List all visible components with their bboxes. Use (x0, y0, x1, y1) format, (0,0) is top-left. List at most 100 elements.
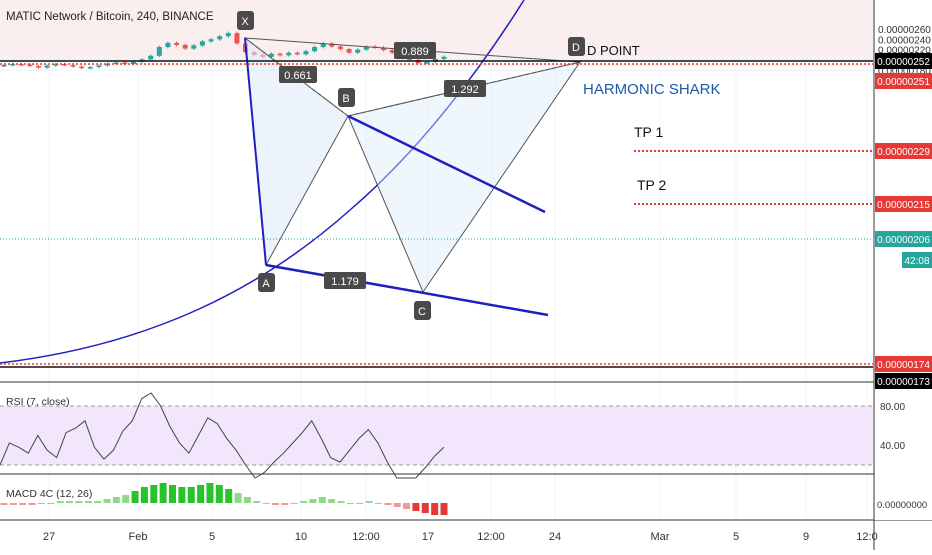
macd-bar (37, 503, 45, 504)
trendline-lower (265, 263, 549, 317)
candle-body (225, 33, 231, 37)
price-tick: 0.00000260 (878, 25, 931, 36)
candle-body (268, 53, 274, 57)
point-c-label: C (418, 306, 426, 318)
point-c-marker[interactable]: C (414, 301, 431, 320)
macd-bar (19, 503, 27, 505)
candle-body (303, 51, 309, 55)
rsi-band (0, 406, 873, 465)
parabolic-curve (0, 0, 525, 364)
macd-bar (94, 501, 102, 503)
trendline-xa (244, 37, 267, 266)
macd-bar (393, 503, 401, 507)
price-label-text: 0.00000215 (877, 200, 930, 211)
chart-title: MATIC Network / Bitcoin, 240, BINANCE (6, 11, 214, 23)
time-label: 10 (295, 531, 307, 543)
macd-bar (309, 499, 317, 503)
candle-body (79, 66, 85, 69)
price-label-box (902, 252, 932, 268)
macd-tick-zero: 0.00000000 (877, 500, 927, 511)
candle-body (1, 65, 7, 67)
point-x-marker[interactable]: X (237, 11, 254, 30)
rsi-line (0, 392, 445, 479)
price-tick: 0.00000220 (878, 46, 931, 57)
tp2-text: TP 2 (637, 177, 667, 193)
candle-body (61, 64, 67, 66)
price-label-text: 0.00000229 (877, 147, 930, 158)
candle-body (36, 66, 42, 68)
macd-bar (28, 503, 36, 505)
point-x-label: X (241, 16, 249, 28)
ratio-text-bd: 1.292 (451, 84, 479, 96)
price-label-box (875, 196, 932, 212)
trendline-upper (347, 114, 546, 214)
macd-bar (103, 499, 111, 503)
macd-bar (84, 501, 92, 503)
price-label-box (875, 356, 932, 372)
time-label: 5 (733, 531, 739, 543)
price-label-box (875, 73, 932, 89)
ratio-text-xd: 0.889 (401, 46, 429, 58)
candle-body (18, 64, 24, 66)
macd-bar (47, 503, 55, 504)
macd-bar (112, 497, 120, 503)
price-labels: 0.00000252 0.00000251 0.00000229 0.00000215… (875, 53, 932, 389)
price-label-text: 0.00000206 (877, 235, 930, 246)
macd-bar (206, 483, 214, 503)
tp1-text: TP 1 (634, 124, 664, 140)
macd-bar (365, 501, 373, 503)
point-b-marker[interactable]: B (338, 88, 355, 107)
candle-body (234, 33, 240, 44)
price-tick: 0.00000240 (878, 35, 931, 46)
macd-bar (187, 487, 195, 503)
point-a-marker[interactable]: A (258, 273, 275, 292)
macd-bar (300, 501, 308, 503)
macd-bar (281, 503, 289, 505)
price-label-text: 0.00000174 (877, 360, 930, 371)
candle-body (294, 52, 300, 55)
point-d-label: D (572, 42, 580, 54)
time-label: 5 (209, 531, 215, 543)
macd-bar (234, 493, 242, 503)
macd-bar (150, 485, 158, 503)
price-label-text: 0.00000252 (877, 57, 930, 68)
macd-bar (0, 503, 8, 505)
macd-bar (253, 501, 261, 503)
time-label: 12:0 (856, 531, 877, 543)
macd-bar (66, 501, 74, 503)
point-b-label: B (342, 93, 349, 105)
ratio-text-ac: 1.179 (331, 276, 359, 288)
price-label-text: 0.00000173 (877, 377, 930, 388)
macd-bar (178, 487, 186, 503)
macd-bar (346, 503, 354, 504)
candle-body (199, 41, 205, 46)
candle-body (27, 64, 33, 67)
point-d-marker[interactable]: D (568, 37, 585, 56)
macd-bar (412, 503, 420, 511)
candle-body (191, 45, 197, 49)
rsi-tick-80: 80.00 (880, 402, 905, 413)
time-label: 24 (549, 531, 561, 543)
macd-bar (328, 499, 336, 503)
price-label-text: 42:08 (904, 256, 929, 267)
time-axis[interactable]: 27 Feb 5 10 12:00 17 12:00 24 Mar 5 9 12:0 (43, 531, 878, 543)
ratio-label-bd: 1.292 (444, 80, 486, 97)
time-label: 17 (422, 531, 434, 543)
macd-bar (384, 503, 392, 505)
time-label: 27 (43, 531, 55, 543)
macd-bar (374, 503, 382, 504)
macd-bar (122, 495, 130, 503)
candle-body (329, 43, 335, 47)
candle-body (381, 47, 387, 51)
price-tick: 0.00000180 (878, 66, 931, 77)
price-scale[interactable]: 0.000002600.000002400.000002200.00000210… (878, 25, 931, 77)
macd-bar (262, 503, 270, 504)
candle-body (355, 49, 361, 53)
price-label-box (875, 143, 932, 159)
time-label: 12:00 (477, 531, 505, 543)
candle-body (53, 64, 59, 66)
macd-bar (159, 483, 167, 503)
macd-bar (356, 503, 364, 504)
